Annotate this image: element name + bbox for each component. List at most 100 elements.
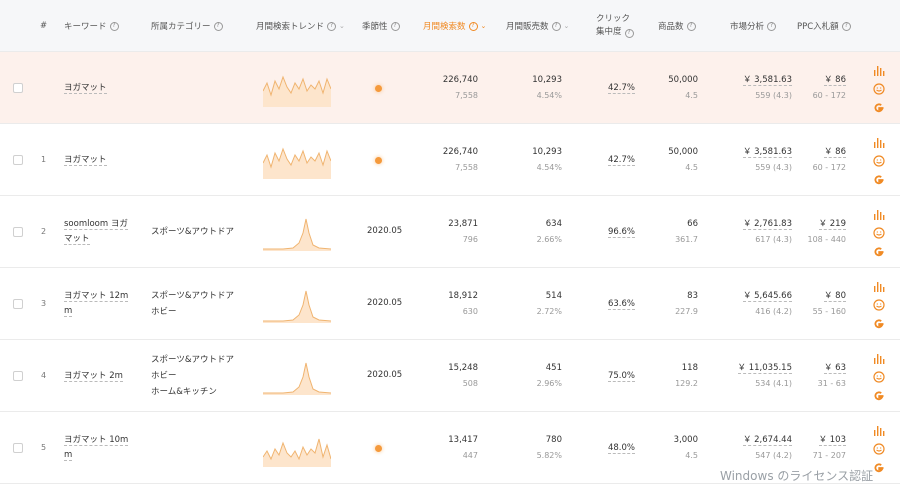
- row-checkbox[interactable]: [13, 83, 23, 93]
- table-row[interactable]: 2 soomloom ヨガ マット スポーツ&アウトドア 2020.05 23,…: [0, 196, 900, 268]
- col-click-label-1: クリック: [596, 14, 631, 24]
- monthly-search-sub: 508: [462, 379, 478, 388]
- amazon-icon[interactable]: [873, 371, 885, 383]
- help-icon[interactable]: ?: [390, 21, 400, 31]
- google-icon[interactable]: [873, 462, 885, 474]
- help-icon[interactable]: ?: [767, 21, 777, 31]
- help-icon[interactable]: ?: [841, 21, 851, 31]
- google-icon[interactable]: [873, 174, 885, 186]
- market-analysis-cell[interactable]: ￥ 2,761.83 617 (4.3): [712, 217, 792, 247]
- monthly-search-cell: 226,740 7,558: [420, 73, 478, 103]
- click-concentration-value: 42.7%: [607, 83, 635, 94]
- trend-sparkline[interactable]: [263, 141, 331, 179]
- bar-chart-icon[interactable]: [873, 136, 885, 148]
- monthly-sales-sub: 4.54%: [536, 91, 562, 100]
- help-icon[interactable]: ?: [551, 21, 561, 31]
- bar-chart-icon[interactable]: [873, 352, 885, 364]
- monthly-sales-cell: 10,293 4.54%: [500, 73, 562, 103]
- row-checkbox[interactable]: [13, 227, 23, 237]
- ppc-cell: ￥ 63 31 - 63: [796, 361, 846, 391]
- col-monthly-search[interactable]: 月間検索数? ⌄: [423, 0, 486, 52]
- bar-chart-icon[interactable]: [873, 280, 885, 292]
- sparkline-area: [263, 77, 331, 107]
- amazon-icon[interactable]: [873, 299, 885, 311]
- keyword-link[interactable]: ヨガマット: [64, 81, 140, 96]
- monthly-search-cell: 13,417 447: [420, 433, 478, 463]
- bar-chart-icon[interactable]: [873, 64, 885, 76]
- col-ppc[interactable]: PPC入札額?: [797, 0, 851, 52]
- category-label: スポーツ&アウトドア: [151, 355, 234, 365]
- sort-icon[interactable]: ⌄: [563, 22, 570, 30]
- monthly-search-sub: 630: [462, 307, 478, 316]
- market-analysis-value: ￥ 3,581.63: [742, 147, 792, 158]
- bar-chart-icon[interactable]: [873, 424, 885, 436]
- market-analysis-sub: 547 (4.2): [755, 451, 792, 460]
- col-category[interactable]: 所属カテゴリー?: [151, 0, 223, 52]
- row-checkbox[interactable]: [13, 299, 23, 309]
- sort-desc-icon[interactable]: ⌄: [480, 22, 487, 30]
- keyword-link[interactable]: ヨガマット 10m m: [64, 433, 140, 463]
- market-analysis-cell[interactable]: ￥ 3,581.63 559 (4.3): [712, 73, 792, 103]
- keyword-link[interactable]: ヨガマット 2m: [64, 369, 140, 384]
- market-analysis-cell[interactable]: ￥ 2,674.44 547 (4.2): [712, 433, 792, 463]
- help-icon[interactable]: ?: [686, 21, 696, 31]
- trend-sparkline[interactable]: [263, 285, 331, 323]
- row-checkbox[interactable]: [13, 443, 23, 453]
- market-analysis-cell[interactable]: ￥ 11,035.15 534 (4.1): [712, 361, 792, 391]
- google-icon[interactable]: [873, 246, 885, 258]
- trend-sparkline[interactable]: [263, 69, 331, 107]
- help-icon[interactable]: ?: [109, 21, 119, 31]
- google-icon[interactable]: [873, 102, 885, 114]
- col-products[interactable]: 商品数?: [658, 0, 696, 52]
- keyword-link[interactable]: ヨガマット: [64, 153, 140, 168]
- table-row[interactable]: 4 ヨガマット 2m スポーツ&アウトドア ホビー ホーム&キッチン 2020.05…: [0, 340, 900, 412]
- trend-sparkline[interactable]: [263, 357, 331, 395]
- amazon-icon[interactable]: [873, 227, 885, 239]
- help-icon[interactable]: ?: [624, 28, 634, 38]
- monthly-sales-value: 634: [545, 219, 562, 229]
- amazon-icon[interactable]: [873, 155, 885, 167]
- category-cell: スポーツ&アウトドア ホビー ホーム&キッチン: [151, 352, 234, 400]
- help-icon[interactable]: ?: [213, 21, 223, 31]
- market-analysis-cell[interactable]: ￥ 3,581.63 559 (4.3): [712, 145, 792, 175]
- table-row[interactable]: ヨガマット 226,740 7,558 10,293 4.54% 42.7% 5…: [0, 52, 900, 124]
- col-keyword[interactable]: キーワード?: [64, 0, 119, 52]
- monthly-search-cell: 226,740 7,558: [420, 145, 478, 175]
- monthly-search-value: 23,871: [448, 219, 478, 229]
- amazon-icon[interactable]: [873, 83, 885, 95]
- monthly-search-value: 18,912: [448, 291, 478, 301]
- monthly-sales-cell: 634 2.66%: [500, 217, 562, 247]
- products-value: 66: [687, 219, 698, 229]
- help-icon[interactable]: ?: [468, 21, 478, 31]
- market-analysis-value: ￥ 11,035.15: [737, 363, 792, 374]
- amazon-icon[interactable]: [873, 443, 885, 455]
- col-trend[interactable]: 月間検索トレンド? ⌄: [256, 0, 345, 52]
- google-icon[interactable]: [873, 390, 885, 402]
- monthly-search-value: 226,740: [442, 75, 478, 85]
- trend-sparkline[interactable]: [263, 429, 331, 467]
- table-row[interactable]: 3 ヨガマット 12m m スポーツ&アウトドア ホビー 2020.05 18,9…: [0, 268, 900, 340]
- market-analysis-cell[interactable]: ￥ 5,645.66 416 (4.2): [712, 289, 792, 319]
- col-season[interactable]: 季節性?: [362, 0, 400, 52]
- monthly-search-sub: 447: [462, 451, 478, 460]
- category-cell: スポーツ&アウトドア: [151, 224, 234, 240]
- row-checkbox[interactable]: [13, 371, 23, 381]
- keyword-link[interactable]: soomloom ヨガ マット: [64, 217, 140, 247]
- col-monthly-sales[interactable]: 月間販売数? ⌄: [506, 0, 569, 52]
- monthly-sales-cell: 514 2.72%: [500, 289, 562, 319]
- google-icon[interactable]: [873, 318, 885, 330]
- keyword-link[interactable]: ヨガマット 12m m: [64, 289, 140, 319]
- ppc-range: 60 - 172: [812, 91, 846, 100]
- bar-chart-icon[interactable]: [873, 208, 885, 220]
- col-market[interactable]: 市場分析?: [730, 0, 777, 52]
- monthly-search-cell: 15,248 508: [420, 361, 478, 391]
- table-row[interactable]: 1 ヨガマット 226,740 7,558 10,293 4.54% 42.7%…: [0, 124, 900, 196]
- keyword-text-line1: ヨガマット 12m: [64, 291, 129, 302]
- products-sub: 4.5: [685, 451, 698, 460]
- col-ppc-label: PPC入札額: [797, 22, 839, 32]
- trend-sparkline[interactable]: [263, 213, 331, 251]
- sort-icon[interactable]: ⌄: [339, 22, 345, 30]
- col-click-concentration[interactable]: クリック 集中度?: [596, 0, 634, 52]
- help-icon[interactable]: ?: [327, 21, 337, 31]
- row-checkbox[interactable]: [13, 155, 23, 165]
